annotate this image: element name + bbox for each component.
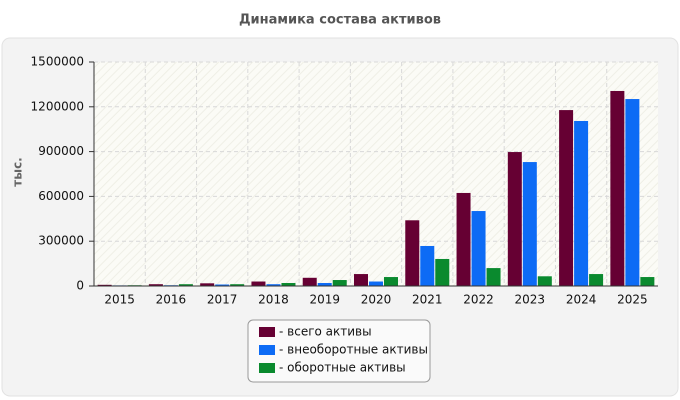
- bar: [97, 284, 112, 286]
- y-tick-label: 300000: [38, 234, 84, 248]
- bar: [625, 99, 640, 286]
- bar: [148, 284, 163, 286]
- legend-swatch: [259, 345, 275, 355]
- bar: [420, 245, 435, 286]
- bar: [230, 284, 245, 286]
- bar: [471, 211, 486, 286]
- legend: [247, 319, 431, 383]
- x-tick-label: 2024: [566, 293, 597, 307]
- y-tick-label: 0: [76, 279, 84, 293]
- bar: [559, 110, 574, 287]
- x-tick-label: 2015: [104, 293, 135, 307]
- legend-label: - внеоборотные активы: [279, 343, 428, 357]
- y-tick-label: 1200000: [31, 99, 84, 113]
- bar: [178, 284, 193, 286]
- bar: [281, 283, 296, 286]
- bar: [215, 284, 230, 286]
- bar: [251, 281, 266, 286]
- x-tick-label: 2017: [207, 293, 238, 307]
- y-axis-label: тыс.: [11, 157, 25, 186]
- x-tick-label: 2023: [515, 293, 546, 307]
- legend-label: - всего активы: [279, 325, 372, 339]
- plot-hatch: [94, 62, 658, 286]
- x-tick-label: 2021: [412, 293, 443, 307]
- bar: [537, 276, 552, 286]
- legend-swatch: [259, 327, 275, 337]
- x-tick-label: 2022: [463, 293, 494, 307]
- x-tick-label: 2016: [156, 293, 187, 307]
- bar: [435, 258, 450, 286]
- bar: [354, 274, 368, 286]
- bar: [456, 192, 471, 286]
- bar: [200, 283, 215, 286]
- bar: [302, 277, 317, 286]
- bar: [640, 277, 655, 286]
- bar: [317, 283, 332, 286]
- y-tick-label: 600000: [38, 189, 84, 203]
- y-tick-label: 1500000: [31, 55, 84, 69]
- chart-title: Динамика состава активов: [239, 13, 441, 28]
- legend-label: - оборотные активы: [279, 361, 406, 375]
- bar: [486, 268, 501, 286]
- bar: [610, 90, 625, 286]
- x-tick-label: 2025: [617, 293, 648, 307]
- bar: [384, 277, 398, 286]
- x-tick-label: 2018: [258, 293, 289, 307]
- bar: [589, 274, 604, 286]
- x-tick-label: 2019: [309, 293, 340, 307]
- y-tick-label: 900000: [38, 144, 84, 158]
- bar: [405, 220, 420, 286]
- bar: [522, 162, 537, 286]
- x-tick-label: 2020: [361, 293, 392, 307]
- bar: [332, 280, 347, 286]
- bar: [574, 120, 589, 286]
- bar: [369, 281, 383, 286]
- legend-swatch: [259, 363, 275, 373]
- bar: [507, 152, 522, 286]
- bar: [266, 284, 281, 286]
